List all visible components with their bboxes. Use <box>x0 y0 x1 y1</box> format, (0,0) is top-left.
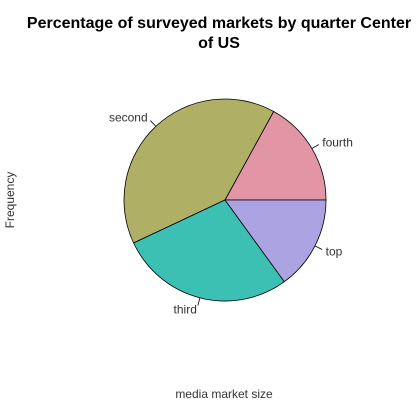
pie-tick-third <box>197 297 201 306</box>
pie-slices <box>123 98 327 302</box>
chart-title-line-1: Percentage of surveyed markets by quarte… <box>27 15 411 32</box>
pie-tick-fourth <box>311 144 320 149</box>
pie-tick-top <box>314 245 323 250</box>
pie-slice-second <box>123 98 275 244</box>
x-axis-label: media market size <box>175 387 273 401</box>
pie-label-fourth: fourth <box>322 135 353 149</box>
pie-label-third: third <box>174 302 197 316</box>
pie-tick-second <box>150 120 157 127</box>
chart-title-line-2: of US <box>198 35 240 52</box>
pie-label-top: top <box>326 244 343 258</box>
pie-slice-fourth <box>224 110 327 201</box>
y-axis-label: Frequency <box>3 172 17 229</box>
pie-label-second: second <box>109 111 148 125</box>
pie-slice-labels: fourth second third top <box>109 111 353 317</box>
pie-slice-third <box>133 199 285 302</box>
